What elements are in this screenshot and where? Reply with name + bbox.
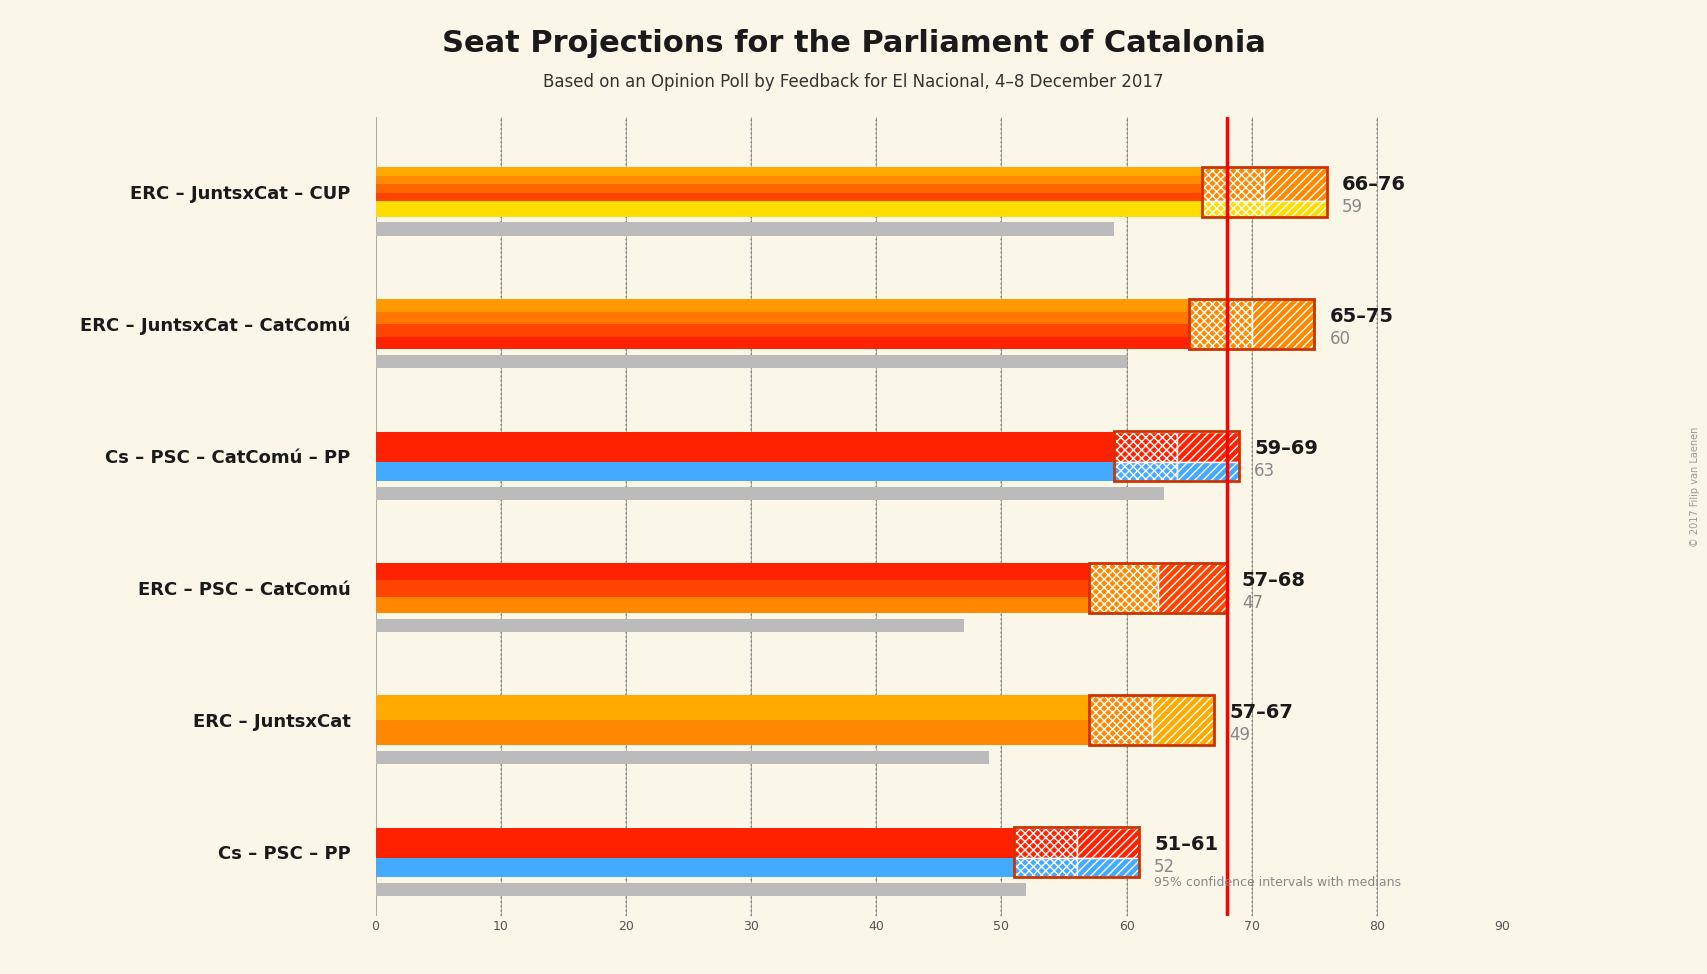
Bar bbox=[1014, 827, 1139, 878]
Bar bbox=[376, 355, 1127, 368]
Text: 52: 52 bbox=[1154, 858, 1176, 877]
Bar bbox=[1202, 202, 1265, 217]
Bar bbox=[376, 193, 1202, 202]
Text: Based on an Opinion Poll by Feedback for El Nacional, 4–8 December 2017: Based on an Opinion Poll by Feedback for… bbox=[543, 73, 1164, 91]
Bar bbox=[376, 312, 1190, 324]
Bar bbox=[1190, 299, 1314, 350]
Bar bbox=[1089, 695, 1214, 745]
Bar bbox=[376, 828, 1014, 858]
Text: 57–67: 57–67 bbox=[1229, 703, 1294, 722]
Bar bbox=[1251, 299, 1314, 350]
Bar bbox=[376, 432, 1115, 463]
Bar bbox=[1115, 431, 1239, 481]
Bar bbox=[376, 222, 1115, 236]
Bar bbox=[376, 202, 1202, 217]
Text: Seat Projections for the Parliament of Catalonia: Seat Projections for the Parliament of C… bbox=[442, 29, 1265, 58]
Text: 59: 59 bbox=[1342, 198, 1362, 216]
Text: 47: 47 bbox=[1241, 594, 1263, 613]
Bar bbox=[1265, 202, 1326, 217]
Bar bbox=[376, 563, 1089, 580]
Text: 63: 63 bbox=[1255, 463, 1275, 480]
Text: 65–75: 65–75 bbox=[1330, 307, 1393, 326]
Bar bbox=[376, 175, 1202, 184]
Bar bbox=[1014, 828, 1077, 858]
Text: 66–76: 66–76 bbox=[1342, 175, 1407, 194]
Bar bbox=[376, 299, 1190, 312]
Bar bbox=[376, 751, 988, 764]
Bar bbox=[376, 580, 1089, 596]
Bar bbox=[1157, 563, 1227, 614]
Bar bbox=[376, 695, 1089, 720]
Bar bbox=[1190, 299, 1251, 350]
Text: 51–61: 51–61 bbox=[1154, 835, 1219, 854]
Bar bbox=[1089, 563, 1157, 614]
Bar bbox=[1014, 858, 1077, 878]
Bar bbox=[376, 324, 1190, 337]
Bar bbox=[376, 858, 1014, 878]
Text: 60: 60 bbox=[1330, 330, 1350, 348]
Bar bbox=[1176, 463, 1239, 481]
Bar bbox=[1115, 432, 1176, 463]
Bar bbox=[376, 618, 964, 632]
Text: 57–68: 57–68 bbox=[1241, 571, 1306, 590]
Text: © 2017 Filip van Laenen: © 2017 Filip van Laenen bbox=[1690, 427, 1700, 547]
Bar bbox=[1077, 828, 1139, 858]
Text: 95% confidence intervals with medians: 95% confidence intervals with medians bbox=[1154, 876, 1401, 889]
Bar bbox=[1152, 695, 1214, 745]
Bar bbox=[1176, 432, 1239, 463]
Bar bbox=[376, 882, 1026, 896]
Bar bbox=[376, 337, 1190, 350]
Bar bbox=[376, 463, 1115, 481]
Bar bbox=[376, 720, 1089, 745]
Bar bbox=[1202, 168, 1326, 217]
Bar bbox=[1089, 695, 1152, 745]
Bar bbox=[376, 596, 1089, 614]
Bar bbox=[1089, 563, 1227, 614]
Bar bbox=[376, 487, 1164, 500]
Bar bbox=[376, 184, 1202, 193]
Text: 59–69: 59–69 bbox=[1255, 439, 1318, 458]
Bar bbox=[1265, 168, 1326, 202]
Bar bbox=[1202, 168, 1265, 202]
Text: 49: 49 bbox=[1229, 727, 1250, 744]
Bar bbox=[1077, 858, 1139, 878]
Bar bbox=[1115, 463, 1176, 481]
Bar bbox=[376, 168, 1202, 175]
